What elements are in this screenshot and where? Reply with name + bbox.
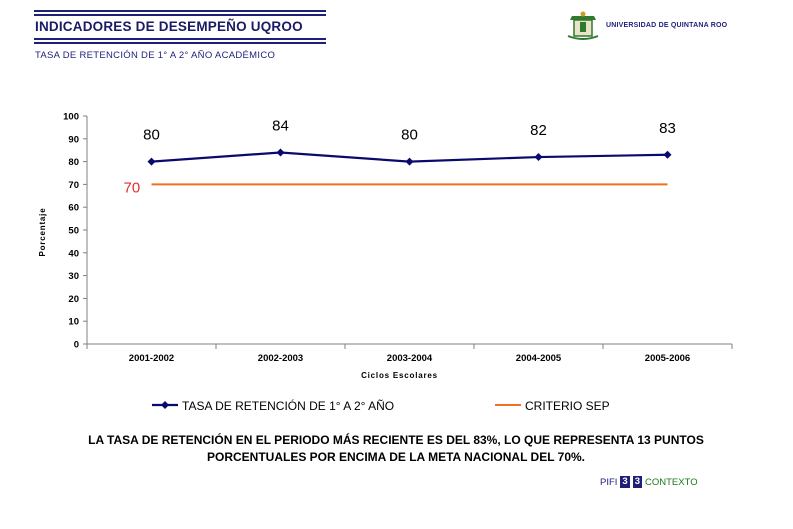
y-tick-label: 80: [68, 157, 79, 168]
y-tick-label: 50: [68, 226, 79, 237]
university-logo-icon: [567, 11, 599, 40]
header-rule-top: [34, 10, 326, 18]
header-rule-bottom: [34, 38, 326, 46]
chart-axes: [86, 116, 732, 345]
pifi-box-2[interactable]: 3: [632, 476, 643, 488]
retention-line-chart: 0 10 20 30 40 50 60 70 80 90 100 2001-2002 2002-2003…: [38, 112, 733, 413]
x-tick-label: 2001-2002: [129, 353, 174, 364]
y-tick-label: 100: [63, 112, 79, 123]
y-tick-label: 60: [68, 203, 79, 214]
retention-data-label: 80: [143, 127, 160, 144]
y-tick-label: 70: [68, 180, 79, 191]
y-tick-label: 10: [68, 317, 79, 328]
chart-labels: Ciclos Escolares Porcentaje 70 80 84 80 82 83: [38, 117, 676, 380]
chart-legend: TASA DE RETENCIÓN DE 1° A 2° AÑO CRITERIO…: [152, 398, 610, 413]
y-axis-title: Porcentaje: [38, 208, 47, 257]
x-tick-label: 2005-2006: [645, 353, 690, 364]
y-tick-label: 90: [68, 134, 79, 145]
retention-data-label: 82: [530, 122, 547, 139]
legend-retention-marker: [161, 401, 169, 409]
retention-data-label: 84: [272, 117, 289, 134]
y-tick-label: 30: [68, 271, 79, 282]
pifi-label: PIFI: [600, 476, 618, 488]
retention-point: [276, 148, 285, 157]
legend-retention-label: TASA DE RETENCIÓN DE 1° A 2° AÑO: [182, 398, 394, 413]
criterion-value-label: 70: [124, 179, 141, 196]
retention-point: [147, 157, 156, 166]
chart-summary-text: LA TASA DE RETENCIÓN EN EL PERIODO MÁS R…: [88, 433, 704, 464]
chart-ticks: 0 10 20 30 40 50 60 70 80 90 100 2001-2002 2002-2003…: [63, 112, 733, 364]
retention-point: [534, 153, 543, 162]
page-subtitle: TASA DE RETENCIÓN DE 1° A 2° AÑO ACADÉMI…: [35, 50, 276, 61]
retention-data-label: 83: [659, 120, 676, 137]
x-tick-label: 2004-2005: [516, 353, 562, 364]
x-tick-label: 2002-2003: [258, 353, 303, 364]
y-tick-label: 0: [74, 340, 79, 351]
x-tick-label: 2003-2004: [387, 353, 433, 364]
context-link[interactable]: CONTEXTO: [645, 476, 698, 488]
chart-series: [147, 148, 672, 186]
university-name: UNIVERSIDAD DE QUINTANA ROO: [606, 22, 728, 29]
retention-data-label: 80: [401, 127, 418, 144]
retention-point: [405, 157, 414, 166]
footer-nav: PIFI 3 3 CONTEXTO: [600, 476, 698, 488]
page-title: INDICADORES DE DESEMPEÑO UQROO: [35, 19, 303, 34]
pifi-box-1[interactable]: 3: [620, 476, 630, 488]
retention-point: [663, 150, 672, 159]
y-tick-label: 40: [68, 248, 79, 259]
y-tick-label: 20: [68, 294, 79, 305]
x-axis-title: Ciclos Escolares: [361, 371, 438, 380]
legend-criterion-label: CRITERIO SEP: [525, 399, 610, 413]
